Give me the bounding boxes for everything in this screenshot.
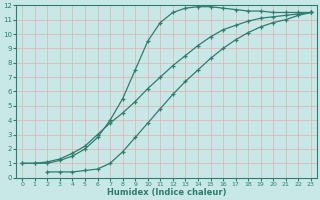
X-axis label: Humidex (Indice chaleur): Humidex (Indice chaleur) [107,188,226,197]
